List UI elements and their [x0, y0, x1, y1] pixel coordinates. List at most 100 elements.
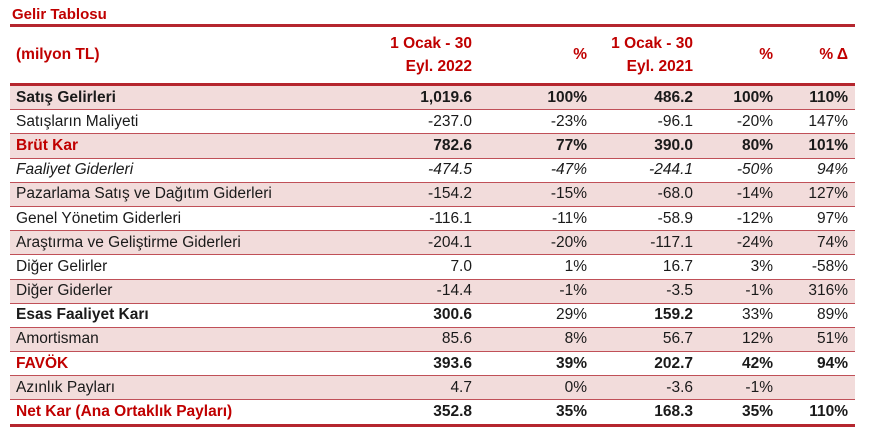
pct-change: 110% — [780, 84, 855, 111]
income-table: (milyon TL) 1 Ocak - 30 Eyl. 2022 % 1 Oc… — [10, 27, 855, 427]
pct-change: 110% — [780, 399, 855, 427]
pct-change: 147% — [780, 109, 855, 135]
value-2021: -96.1 — [594, 109, 700, 135]
row-label: Net Kar (Ana Ortaklık Payları) — [10, 399, 379, 427]
table-row: Diğer Giderler -14.4 -1% -3.5 -1% 316% — [10, 279, 855, 304]
value-2021: -3.6 — [594, 375, 700, 401]
pct-change: -58% — [780, 254, 855, 280]
income-statement: Gelir Tablosu (milyon TL) 1 Ocak - 30 Ey… — [10, 0, 855, 427]
value-2021: 202.7 — [594, 351, 700, 377]
pct-change: 51% — [780, 327, 855, 353]
header-delta: % Δ — [780, 27, 855, 86]
pct-2022: -11% — [479, 206, 594, 232]
pct-2021: -20% — [700, 109, 780, 135]
header-unit: (milyon TL) — [10, 27, 379, 86]
pct-2022: 8% — [479, 327, 594, 353]
pct-2021: -12% — [700, 206, 780, 232]
row-label: Satış Gelirleri — [10, 84, 379, 111]
header-pct-2021: % — [700, 27, 780, 86]
pct-2022: -23% — [479, 109, 594, 135]
pct-2022: 39% — [479, 351, 594, 377]
pct-change: 316% — [780, 279, 855, 304]
pct-2022: 0% — [479, 375, 594, 401]
table-row: Araştırma ve Geliştirme Giderleri -204.1… — [10, 230, 855, 256]
pct-2022: 35% — [479, 399, 594, 427]
row-label: Azınlık Payları — [10, 375, 379, 401]
pct-2022: 100% — [479, 84, 594, 111]
pct-change: 74% — [780, 230, 855, 256]
table-row: FAVÖK 393.6 39% 202.7 42% 94% — [10, 351, 855, 377]
value-2022: 85.6 — [379, 327, 479, 353]
table-row: Genel Yönetim Giderleri -116.1 -11% -58.… — [10, 206, 855, 232]
pct-change — [780, 375, 855, 401]
header-period-2021-line1: 1 Ocak - 30 — [611, 35, 693, 52]
row-label: Brüt Kar — [10, 133, 379, 159]
value-2022: 352.8 — [379, 399, 479, 427]
pct-change: 97% — [780, 206, 855, 232]
value-2021: -3.5 — [594, 279, 700, 304]
pct-2021: 42% — [700, 351, 780, 377]
value-2022: 4.7 — [379, 375, 479, 401]
value-2022: -204.1 — [379, 230, 479, 256]
header-period-2022: 1 Ocak - 30 Eyl. 2022 — [379, 27, 479, 86]
table-row: Pazarlama Satış ve Dağıtım Giderleri -15… — [10, 182, 855, 207]
header-period-2022-line2: Eyl. 2022 — [405, 58, 472, 75]
value-2021: -117.1 — [594, 230, 700, 256]
value-2022: -237.0 — [379, 109, 479, 135]
row-label: Pazarlama Satış ve Dağıtım Giderleri — [10, 182, 379, 207]
table-row: Faaliyet Giderleri -474.5 -47% -244.1 -5… — [10, 158, 855, 183]
row-label: Genel Yönetim Giderleri — [10, 206, 379, 232]
value-2022: 1,019.6 — [379, 84, 479, 111]
table-row: Satış Gelirleri 1,019.6 100% 486.2 100% … — [10, 84, 855, 111]
pct-2021: -24% — [700, 230, 780, 256]
value-2022: 393.6 — [379, 351, 479, 377]
pct-2021: 80% — [700, 133, 780, 159]
table-row: Net Kar (Ana Ortaklık Payları) 352.8 35%… — [10, 399, 855, 427]
table-row: Satışların Maliyeti -237.0 -23% -96.1 -2… — [10, 109, 855, 135]
pct-2022: -1% — [479, 279, 594, 304]
table-row: Diğer Gelirler 7.0 1% 16.7 3% -58% — [10, 254, 855, 280]
pct-2022: 77% — [479, 133, 594, 159]
value-2022: -116.1 — [379, 206, 479, 232]
pct-2021: -1% — [700, 279, 780, 304]
row-label: Satışların Maliyeti — [10, 109, 379, 135]
value-2021: 16.7 — [594, 254, 700, 280]
table-row: Azınlık Payları 4.7 0% -3.6 -1% — [10, 375, 855, 401]
header-period-2021-line2: Eyl. 2021 — [626, 58, 693, 75]
value-2021: 56.7 — [594, 327, 700, 353]
pct-2022: -47% — [479, 158, 594, 183]
table-row: Esas Faaliyet Karı 300.6 29% 159.2 33% 8… — [10, 303, 855, 328]
pct-change: 127% — [780, 182, 855, 207]
table-title: Gelir Tablosu — [12, 6, 107, 23]
value-2022: -474.5 — [379, 158, 479, 183]
pct-2021: 100% — [700, 84, 780, 111]
row-label: Diğer Gelirler — [10, 254, 379, 280]
pct-change: 89% — [780, 303, 855, 328]
pct-2022: 1% — [479, 254, 594, 280]
value-2022: -14.4 — [379, 279, 479, 304]
value-2021: 168.3 — [594, 399, 700, 427]
row-label: Faaliyet Giderleri — [10, 158, 379, 183]
pct-2021: 35% — [700, 399, 780, 427]
row-label: Araştırma ve Geliştirme Giderleri — [10, 230, 379, 256]
title-rule — [10, 24, 855, 27]
value-2022: 300.6 — [379, 303, 479, 328]
table-row: Amortisman 85.6 8% 56.7 12% 51% — [10, 327, 855, 353]
pct-change: 94% — [780, 351, 855, 377]
value-2021: -244.1 — [594, 158, 700, 183]
pct-2021: 33% — [700, 303, 780, 328]
pct-2021: 12% — [700, 327, 780, 353]
table-row: Brüt Kar 782.6 77% 390.0 80% 101% — [10, 133, 855, 159]
row-label: Amortisman — [10, 327, 379, 353]
value-2022: 7.0 — [379, 254, 479, 280]
row-label: Esas Faaliyet Karı — [10, 303, 379, 328]
row-label: Diğer Giderler — [10, 279, 379, 304]
row-label: FAVÖK — [10, 351, 379, 377]
pct-change: 101% — [780, 133, 855, 159]
header-pct-2022: % — [479, 27, 594, 86]
header-period-2021: 1 Ocak - 30 Eyl. 2021 — [594, 27, 700, 86]
pct-2022: 29% — [479, 303, 594, 328]
value-2022: 782.6 — [379, 133, 479, 159]
header-period-2022-line1: 1 Ocak - 30 — [390, 35, 472, 52]
value-2022: -154.2 — [379, 182, 479, 207]
